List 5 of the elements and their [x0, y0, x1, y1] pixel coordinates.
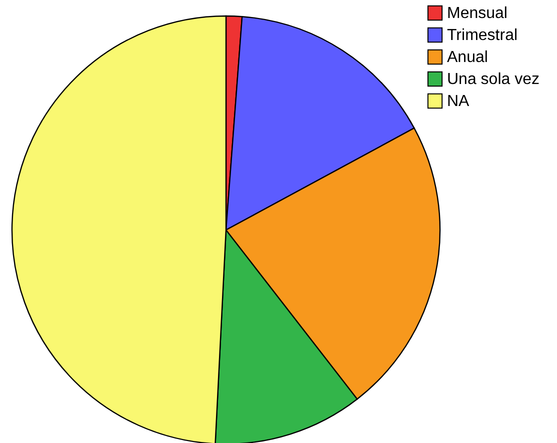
legend-label: Trimestral [447, 27, 518, 44]
legend-label: NA [447, 93, 470, 110]
legend-label: Una sola vez [447, 71, 540, 88]
legend-label: Anual [447, 49, 488, 66]
legend-label: Mensual [447, 5, 508, 22]
